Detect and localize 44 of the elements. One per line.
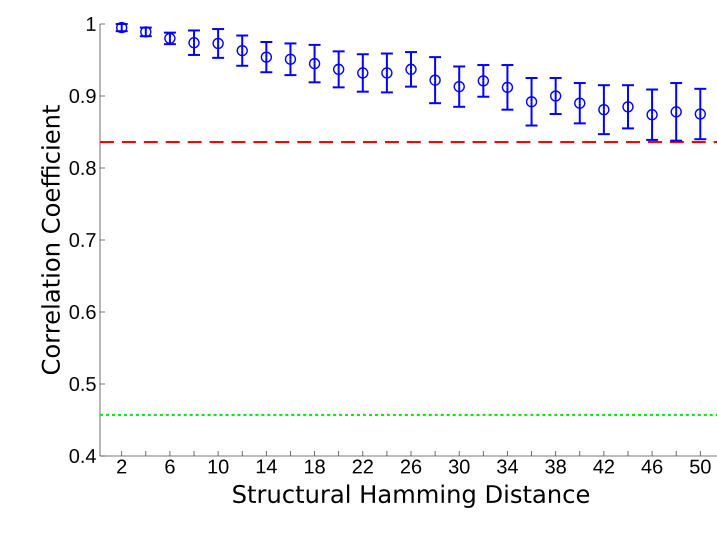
point: [236, 44, 248, 56]
point: [357, 67, 368, 79]
x-tick-label: 18: [305, 460, 325, 474]
point: [478, 75, 490, 87]
point: [308, 58, 320, 70]
point: [526, 96, 538, 108]
point: [212, 38, 224, 50]
x-tick-label: 50: [690, 460, 711, 474]
y-tick-label: 0.8: [70, 160, 96, 176]
y-axis-title: Correlation Coefficient: [41, 105, 60, 374]
point: [694, 108, 706, 120]
y-tick-label: 1: [86, 17, 96, 31]
point: [502, 82, 514, 94]
x-tick-label: 46: [641, 460, 662, 474]
x-tick-label: 34: [497, 460, 518, 474]
x-tick-label: 38: [545, 460, 566, 474]
x-tick-label: 14: [256, 460, 277, 474]
x-tick-label: 10: [208, 460, 228, 474]
point: [429, 74, 441, 86]
y-tick-label: 0.6: [70, 304, 96, 320]
y-tick-label: 0.4: [70, 448, 96, 464]
point: [646, 109, 658, 120]
y-tick-label: 0.7: [70, 232, 96, 248]
point: [622, 101, 634, 112]
point: [598, 104, 610, 116]
point: [381, 67, 393, 79]
point: [284, 54, 296, 65]
x-tick-label: 6: [165, 460, 175, 474]
point: [260, 51, 272, 63]
point: [332, 64, 344, 76]
x-tick-label: 30: [448, 460, 470, 474]
point: [405, 64, 417, 76]
point: [550, 90, 562, 102]
point: [188, 37, 200, 48]
x-tick-label: 22: [352, 460, 373, 474]
x-tick-label: 2: [117, 460, 126, 474]
x-tick-label: 42: [593, 460, 614, 474]
x-tick-label: 26: [400, 460, 422, 474]
point: [670, 106, 682, 118]
point: [454, 80, 465, 92]
point: [574, 98, 586, 109]
y-tick-label: 0.9: [70, 88, 96, 104]
x-axis-title: Structural Hamming Distance: [233, 484, 590, 508]
y-tick-label: 0.5: [70, 376, 96, 392]
